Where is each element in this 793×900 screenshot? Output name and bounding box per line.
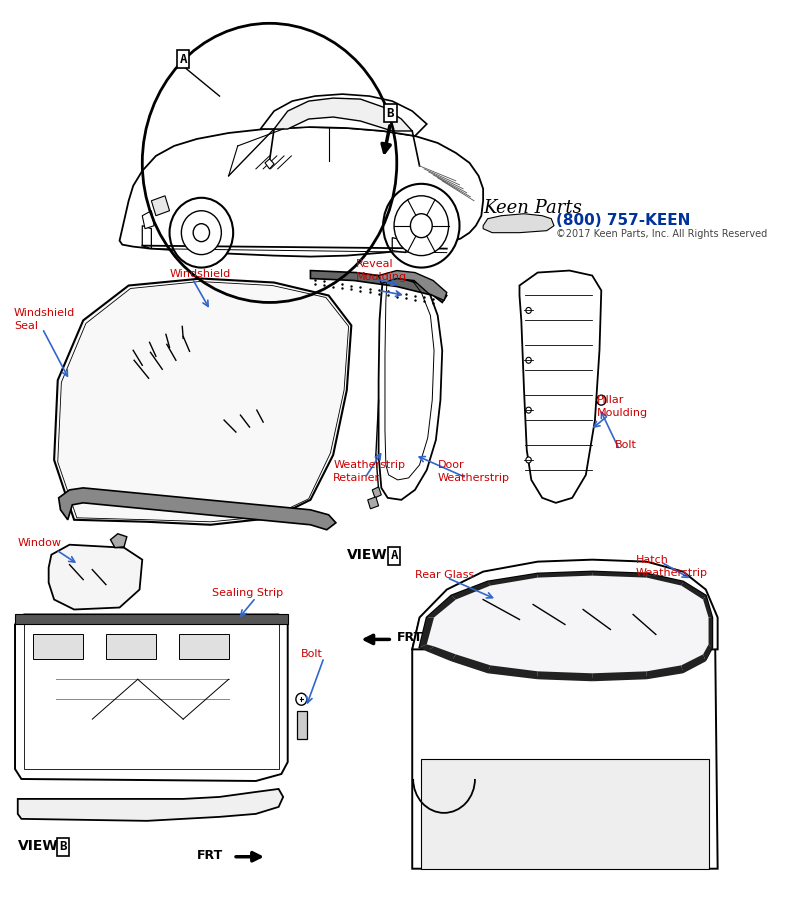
Polygon shape bbox=[378, 271, 446, 301]
Polygon shape bbox=[265, 159, 274, 169]
Text: Hatch: Hatch bbox=[636, 554, 668, 564]
Text: Window: Window bbox=[17, 537, 62, 548]
Circle shape bbox=[526, 407, 531, 413]
Polygon shape bbox=[372, 487, 381, 498]
Polygon shape bbox=[17, 789, 283, 821]
Polygon shape bbox=[592, 671, 647, 681]
Polygon shape bbox=[260, 94, 427, 136]
Text: A: A bbox=[390, 549, 398, 562]
Text: Rear Glass: Rear Glass bbox=[415, 570, 474, 580]
Text: Sealing Strip: Sealing Strip bbox=[213, 588, 283, 598]
Polygon shape bbox=[368, 497, 378, 508]
Polygon shape bbox=[681, 581, 706, 599]
Text: Bolt: Bolt bbox=[615, 440, 637, 450]
Circle shape bbox=[193, 224, 209, 241]
Polygon shape bbox=[483, 213, 554, 233]
Text: Windshield: Windshield bbox=[14, 309, 75, 319]
Polygon shape bbox=[592, 572, 647, 578]
Text: (800) 757-KEEN: (800) 757-KEEN bbox=[556, 212, 690, 228]
Circle shape bbox=[296, 693, 307, 706]
Polygon shape bbox=[427, 596, 456, 617]
Polygon shape bbox=[178, 634, 228, 660]
Text: FRT: FRT bbox=[396, 632, 423, 644]
Text: Pillar: Pillar bbox=[597, 395, 624, 405]
Polygon shape bbox=[54, 278, 351, 525]
Circle shape bbox=[597, 395, 606, 405]
Polygon shape bbox=[419, 644, 434, 652]
Text: B: B bbox=[387, 106, 394, 120]
Polygon shape bbox=[310, 271, 446, 302]
Polygon shape bbox=[419, 572, 712, 680]
Polygon shape bbox=[48, 544, 142, 609]
Polygon shape bbox=[151, 196, 170, 216]
Text: FRT: FRT bbox=[197, 849, 223, 862]
Text: Weatherstrip: Weatherstrip bbox=[636, 568, 708, 578]
Polygon shape bbox=[15, 615, 288, 781]
Polygon shape bbox=[703, 644, 712, 662]
Polygon shape bbox=[110, 534, 127, 548]
Text: Weatherstrip: Weatherstrip bbox=[333, 460, 405, 470]
Polygon shape bbox=[519, 271, 601, 503]
Text: Bolt: Bolt bbox=[301, 650, 324, 660]
Text: Reveal: Reveal bbox=[356, 258, 393, 268]
Polygon shape bbox=[451, 581, 490, 599]
Polygon shape bbox=[681, 654, 706, 673]
Text: Windshield: Windshield bbox=[170, 268, 231, 279]
Polygon shape bbox=[647, 665, 683, 680]
Text: Moulding: Moulding bbox=[356, 272, 407, 282]
Polygon shape bbox=[488, 665, 538, 680]
Circle shape bbox=[526, 357, 531, 364]
Polygon shape bbox=[421, 759, 709, 868]
Text: Seal: Seal bbox=[14, 321, 38, 331]
Text: Door: Door bbox=[438, 460, 465, 470]
Text: A: A bbox=[179, 53, 187, 66]
Polygon shape bbox=[412, 560, 718, 650]
Polygon shape bbox=[538, 572, 592, 578]
Polygon shape bbox=[142, 226, 151, 248]
Polygon shape bbox=[427, 646, 456, 662]
Polygon shape bbox=[703, 596, 712, 617]
Circle shape bbox=[182, 211, 221, 255]
Polygon shape bbox=[538, 671, 592, 681]
Circle shape bbox=[411, 213, 432, 238]
Polygon shape bbox=[488, 573, 538, 586]
Polygon shape bbox=[709, 617, 712, 647]
Circle shape bbox=[526, 457, 531, 463]
Text: Keen Parts: Keen Parts bbox=[483, 199, 582, 217]
Text: VIEW: VIEW bbox=[347, 548, 388, 562]
Text: Weatherstrip: Weatherstrip bbox=[438, 472, 510, 483]
Polygon shape bbox=[59, 488, 336, 530]
Text: Retainer: Retainer bbox=[333, 472, 381, 483]
Circle shape bbox=[383, 184, 459, 267]
Polygon shape bbox=[378, 273, 442, 500]
Polygon shape bbox=[15, 615, 288, 625]
Polygon shape bbox=[647, 573, 683, 586]
Polygon shape bbox=[142, 211, 154, 229]
Text: B: B bbox=[59, 841, 67, 853]
Circle shape bbox=[526, 308, 531, 313]
Text: Moulding: Moulding bbox=[597, 408, 648, 418]
Circle shape bbox=[170, 198, 233, 267]
Polygon shape bbox=[274, 98, 412, 131]
Polygon shape bbox=[393, 238, 406, 253]
Text: ©2017 Keen Parts, Inc. All Rights Reserved: ©2017 Keen Parts, Inc. All Rights Reserv… bbox=[556, 229, 767, 238]
Polygon shape bbox=[419, 617, 434, 647]
Circle shape bbox=[394, 196, 449, 256]
Polygon shape bbox=[297, 711, 307, 739]
Polygon shape bbox=[412, 564, 718, 868]
Text: VIEW: VIEW bbox=[17, 839, 59, 853]
Polygon shape bbox=[451, 654, 490, 673]
Polygon shape bbox=[33, 634, 83, 660]
Polygon shape bbox=[106, 634, 156, 660]
Polygon shape bbox=[120, 127, 483, 256]
